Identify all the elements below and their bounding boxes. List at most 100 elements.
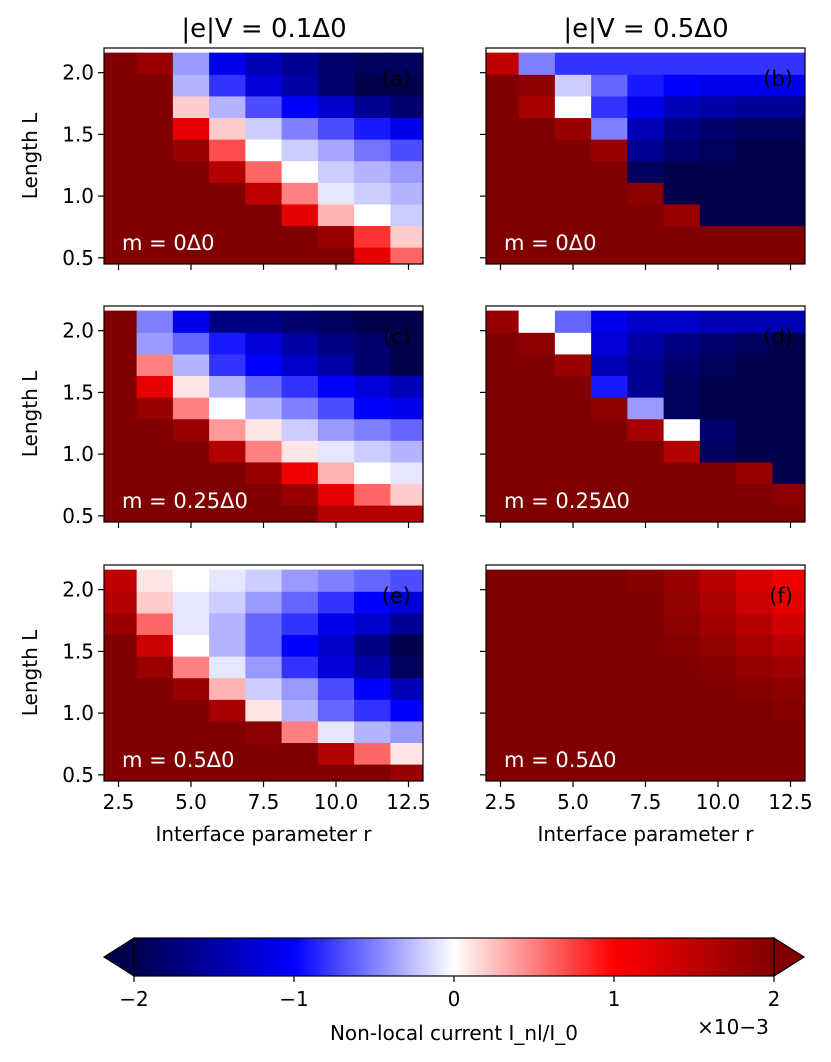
heatmap-cell — [772, 375, 805, 398]
heatmap-cell — [772, 764, 805, 781]
heatmap-cell — [390, 182, 423, 205]
colorbar-tick-label: 0 — [448, 987, 461, 1011]
heatmap-cell — [699, 332, 737, 355]
heatmap-cell — [136, 461, 174, 485]
heatmap-cell — [245, 461, 283, 485]
heatmap-cell — [354, 117, 391, 140]
column-title-right: |e|V = 0.5Δ0 — [563, 14, 728, 44]
heatmap-cell — [554, 203, 592, 227]
heatmap-cell — [317, 353, 355, 377]
heatmap-cell — [209, 656, 246, 679]
heatmap-cell — [518, 764, 556, 781]
panel-label: (b) — [763, 67, 793, 91]
heatmap-cell — [245, 74, 283, 97]
y-axis-label: Length L — [18, 112, 42, 199]
heatmap-cell — [390, 74, 423, 97]
heatmap-cell — [591, 182, 628, 205]
heatmap-cell — [663, 310, 701, 333]
heatmap-cell — [354, 182, 391, 205]
heatmap-cell — [518, 225, 556, 248]
heatmap-cell — [390, 247, 423, 264]
heatmap-cell — [281, 52, 319, 75]
heatmap-cell — [245, 699, 283, 722]
y-axis-label: Length L — [18, 370, 42, 457]
heatmap-cell — [104, 160, 138, 183]
heatmap-cell — [663, 418, 701, 441]
heatmap-cell — [209, 160, 246, 183]
heatmap-cell — [699, 591, 737, 614]
heatmap-cell — [554, 160, 592, 183]
y-tick-label: 1.0 — [62, 184, 94, 208]
heatmap-cell — [390, 310, 423, 333]
heatmap-cell — [390, 720, 423, 744]
heatmap-cell — [554, 505, 592, 522]
heatmap-cell — [390, 440, 423, 463]
heatmap-cell — [104, 117, 138, 140]
heatmap-cell — [554, 677, 592, 700]
heatmap-cell — [209, 440, 246, 463]
heatmap-cell — [486, 440, 520, 463]
heatmap-cell — [486, 591, 520, 614]
heatmap-cell — [554, 247, 592, 264]
heatmap-cell — [209, 634, 246, 657]
heatmap-cell — [281, 247, 319, 264]
heatmap-cell — [136, 569, 174, 592]
heatmap-cell — [518, 634, 556, 657]
heatmap-cell — [627, 569, 665, 592]
heatmap-cell — [172, 397, 210, 420]
heatmap-cell — [390, 505, 423, 522]
heatmap-cell — [736, 764, 773, 781]
y-tick-label: 0.5 — [62, 763, 94, 787]
heatmap-cell — [627, 139, 665, 162]
heatmap-cell — [699, 160, 737, 183]
heatmap-cell — [245, 720, 283, 744]
heatmap-cell — [172, 182, 210, 205]
heatmap-cell — [627, 310, 665, 333]
heatmap-cell — [772, 699, 805, 722]
heatmap-cell — [699, 117, 737, 140]
heatmap-cell — [245, 310, 283, 333]
heatmap-cell — [104, 591, 138, 614]
heatmap-cell — [772, 591, 805, 614]
heatmap-cell — [627, 397, 665, 420]
heatmap-cell — [554, 612, 592, 636]
heatmap-cell — [772, 95, 805, 119]
heatmap-cell — [317, 720, 355, 744]
heatmap-cell — [245, 247, 283, 264]
heatmap-cell — [245, 182, 283, 205]
heatmap-cell — [627, 182, 665, 205]
mass-annotation: m = 0.5Δ0 — [504, 748, 617, 772]
heatmap-cell — [281, 397, 319, 420]
heatmap-cell — [281, 375, 319, 398]
heatmap-cell — [486, 310, 520, 333]
panel-label: (e) — [382, 584, 411, 608]
heatmap-cell — [591, 699, 628, 722]
heatmap-cell — [627, 656, 665, 679]
heatmap-cell — [627, 353, 665, 377]
heatmap-cell — [772, 52, 805, 75]
heatmap-cell — [518, 483, 556, 506]
x-tick-label: 5.0 — [175, 790, 207, 814]
heatmap-cell — [554, 764, 592, 781]
heatmap-cell — [518, 699, 556, 722]
heatmap-cell — [591, 656, 628, 679]
heatmap-cell — [699, 505, 737, 522]
heatmap-cell — [736, 139, 773, 162]
heatmap-cell — [591, 203, 628, 227]
heatmap-cell — [281, 203, 319, 227]
heatmap-cell — [627, 418, 665, 441]
heatmap-cell — [104, 332, 138, 355]
heatmap-cell — [736, 375, 773, 398]
heatmap-cell — [172, 203, 210, 227]
heatmap-cell — [627, 764, 665, 781]
heatmap-cell — [209, 418, 246, 441]
y-axis-label: Length L — [18, 629, 42, 716]
heatmap-cell — [104, 74, 138, 97]
heatmap-cell — [245, 418, 283, 441]
heatmap-cell — [136, 742, 174, 765]
heatmap-cell — [772, 720, 805, 744]
heatmap-cell — [486, 160, 520, 183]
heatmap-cell — [486, 677, 520, 700]
heatmap-cell — [591, 310, 628, 333]
heatmap-cell — [104, 742, 138, 765]
